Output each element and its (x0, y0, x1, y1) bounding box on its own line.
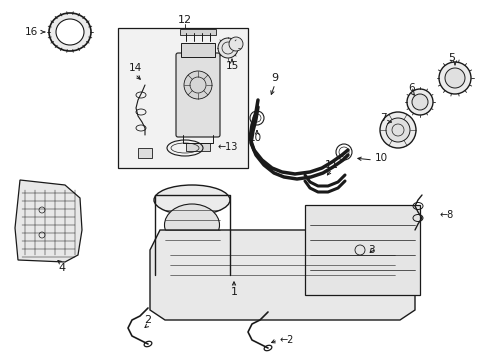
Ellipse shape (154, 185, 229, 215)
Circle shape (385, 118, 409, 142)
Ellipse shape (56, 19, 84, 45)
Text: 10: 10 (248, 133, 261, 143)
Ellipse shape (49, 13, 91, 51)
Text: 7: 7 (379, 113, 386, 123)
Polygon shape (15, 180, 82, 262)
Text: 6: 6 (408, 83, 414, 93)
Text: 11: 11 (325, 160, 338, 170)
Circle shape (379, 112, 415, 148)
Circle shape (406, 89, 432, 115)
Circle shape (411, 94, 427, 110)
Text: 2: 2 (144, 315, 151, 325)
Text: 16: 16 (25, 27, 38, 37)
FancyBboxPatch shape (176, 53, 220, 137)
Text: 5: 5 (447, 53, 454, 63)
Text: 15: 15 (225, 61, 238, 71)
Text: 9: 9 (271, 73, 278, 83)
Bar (138, 148, 152, 158)
Text: 14: 14 (128, 63, 142, 73)
Text: 12: 12 (178, 15, 192, 25)
Circle shape (444, 68, 464, 88)
Text: 3: 3 (367, 245, 374, 255)
Text: 4: 4 (59, 263, 65, 273)
Circle shape (218, 38, 238, 58)
Text: ←2: ←2 (280, 335, 294, 345)
Bar (185, 143, 209, 151)
Bar (305, 205, 419, 295)
Circle shape (183, 71, 212, 99)
Text: ←13: ←13 (218, 142, 238, 152)
Text: 1: 1 (230, 287, 237, 297)
Bar (118, 28, 247, 168)
Bar (181, 43, 215, 57)
Polygon shape (150, 230, 414, 320)
Ellipse shape (164, 204, 219, 246)
Circle shape (228, 37, 243, 51)
Text: 10: 10 (374, 153, 387, 163)
Circle shape (438, 62, 470, 94)
Text: ←8: ←8 (439, 210, 453, 220)
Bar (180, 29, 216, 35)
